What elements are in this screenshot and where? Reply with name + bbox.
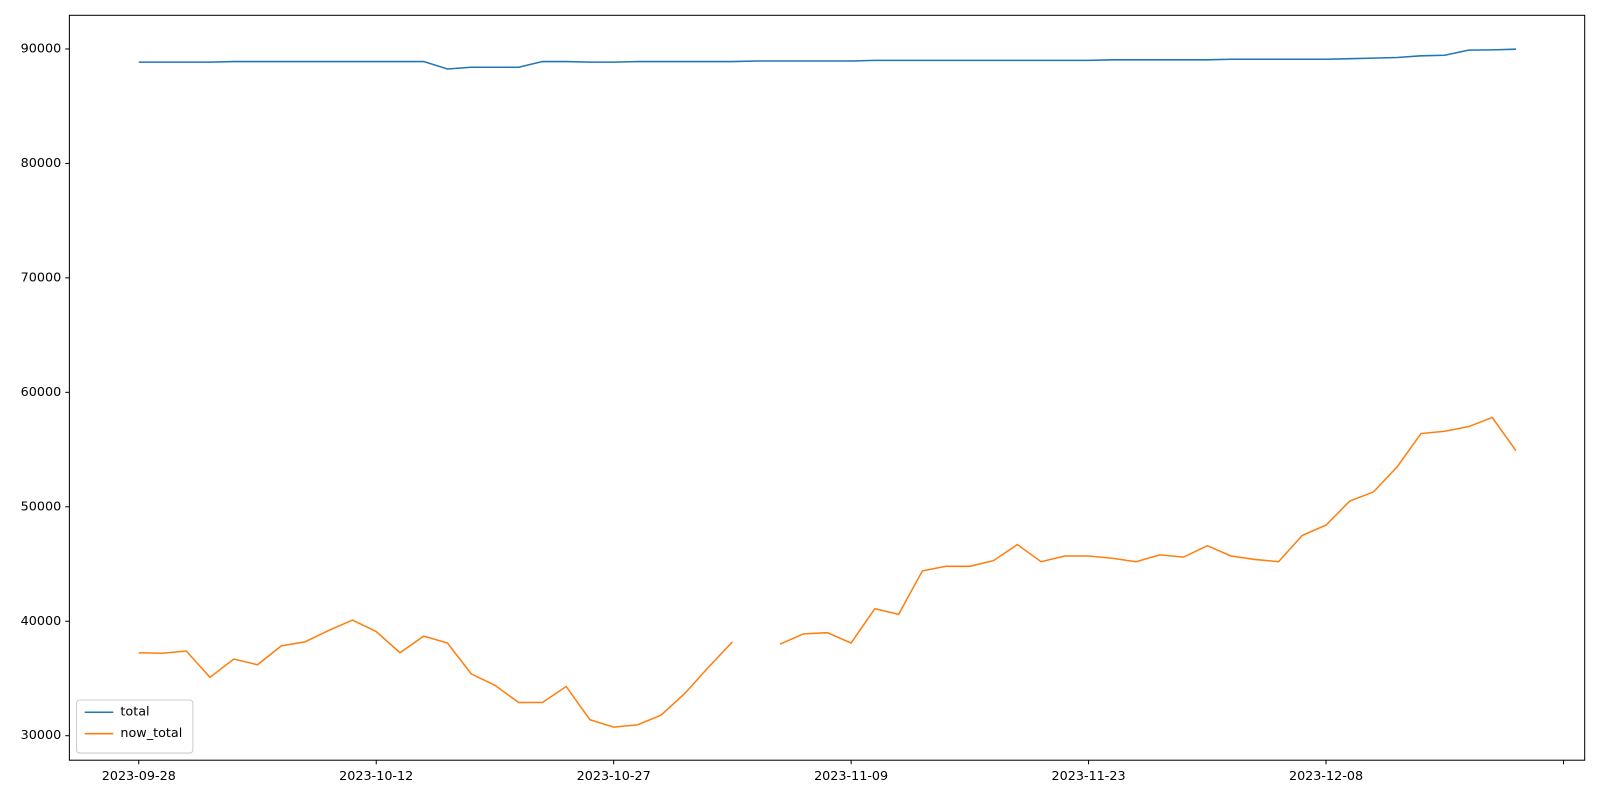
y-tick-label: 90000 [21, 41, 62, 56]
x-tick-label: 2023-09-28 [102, 769, 176, 784]
legend-box [76, 699, 194, 754]
y-tick-label: 60000 [21, 385, 62, 400]
line-series [138, 48, 1517, 70]
legend-label: total [120, 705, 149, 720]
plot-frame [68, 14, 1586, 761]
y-tick-label: 70000 [21, 270, 62, 285]
y-tick-label: 40000 [21, 614, 62, 629]
y-tick-label: 50000 [21, 499, 62, 514]
y-tick-label: 30000 [21, 728, 62, 743]
x-tick-label: 2023-10-12 [339, 769, 413, 784]
y-tick-label: 80000 [21, 156, 62, 171]
x-tick-label: 2023-12-08 [1289, 769, 1363, 784]
x-tick-label: 2023-11-09 [814, 769, 888, 784]
x-tick-label: 2023-10-27 [577, 769, 651, 784]
x-tick-label: 2023-11-23 [1052, 769, 1126, 784]
line-series [138, 416, 1517, 728]
legend-label: now_total [120, 726, 182, 741]
